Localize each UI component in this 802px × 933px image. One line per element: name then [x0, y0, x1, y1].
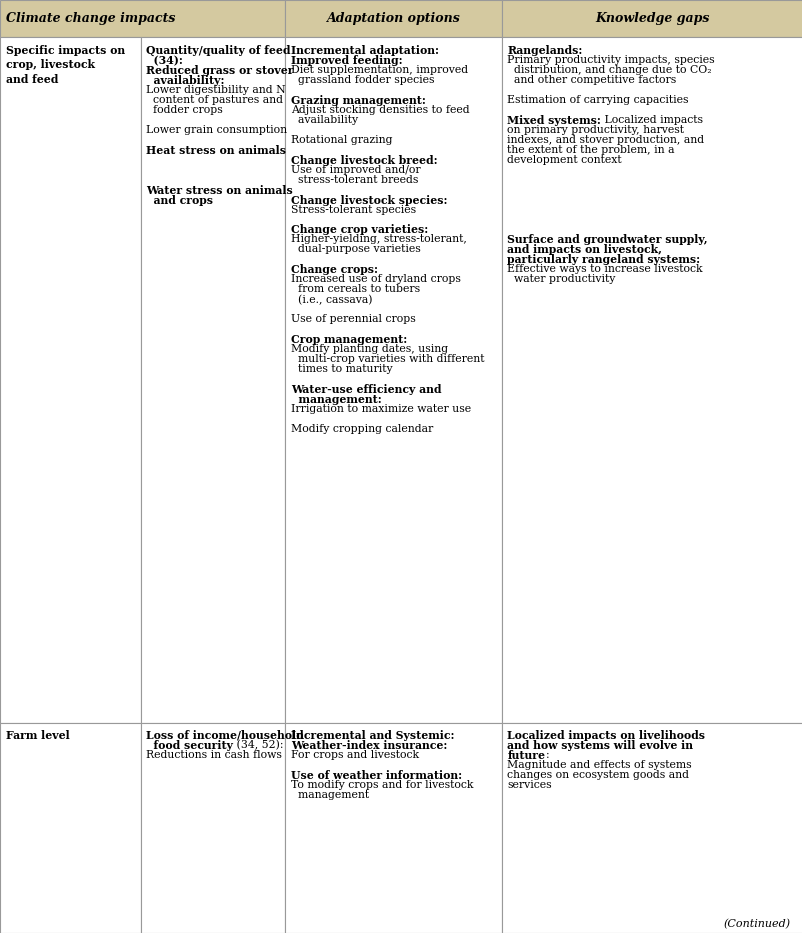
Text: Use of improved and/or: Use of improved and/or [290, 164, 419, 174]
Text: Adjust stocking densities to feed: Adjust stocking densities to feed [290, 104, 468, 115]
Text: distribution, and change due to CO₂: distribution, and change due to CO₂ [507, 64, 711, 75]
Bar [285, 722, 501, 933]
Text: Weather-index insurance:: Weather-index insurance: [290, 740, 447, 751]
Text: (34):: (34): [146, 55, 183, 65]
Text: food security: food security [146, 740, 233, 751]
Text: Change crop varieties:: Change crop varieties: [290, 225, 427, 235]
Text: and other competitive factors: and other competitive factors [507, 75, 676, 85]
Text: Climate change impacts: Climate change impacts [6, 12, 176, 25]
Text: Lower grain consumption: Lower grain consumption [146, 125, 287, 134]
Text: Heat stress on animals: Heat stress on animals [146, 145, 286, 156]
Text: Increased use of dryland crops: Increased use of dryland crops [290, 274, 460, 285]
Text: changes on ecosystem goods and: changes on ecosystem goods and [507, 770, 689, 780]
Text: :: : [545, 750, 549, 760]
Text: Effective ways to increase livestock: Effective ways to increase livestock [507, 264, 703, 274]
Text: Water stress on animals: Water stress on animals [146, 185, 293, 196]
Text: Improved feeding:: Improved feeding: [290, 55, 402, 65]
Text: Specific impacts on
crop, livestock
and feed: Specific impacts on crop, livestock and … [6, 45, 124, 85]
Text: (34, 52):: (34, 52): [233, 740, 283, 750]
Text: grassland fodder species: grassland fodder species [290, 75, 434, 85]
Text: future: future [507, 750, 545, 761]
Text: Reduced grass or stover: Reduced grass or stover [146, 64, 294, 76]
Text: availability:: availability: [146, 75, 225, 86]
Text: Stress-tolerant species: Stress-tolerant species [290, 204, 415, 215]
Bar [501, 722, 802, 933]
Text: and how systems will evolve in: and how systems will evolve in [507, 740, 693, 751]
Bar [140, 37, 285, 722]
Text: Localized impacts on livelihoods: Localized impacts on livelihoods [507, 730, 705, 741]
Bar [501, 37, 802, 722]
Text: Lower digestibility and N: Lower digestibility and N [146, 85, 286, 95]
Text: and impacts on livestock,: and impacts on livestock, [507, 244, 662, 256]
Bar [0, 37, 140, 722]
Text: Reductions in cash flows: Reductions in cash flows [146, 750, 282, 760]
Text: Magnitude and effects of systems: Magnitude and effects of systems [507, 760, 691, 770]
Bar [0, 722, 140, 933]
Text: Change crops:: Change crops: [290, 264, 377, 275]
Text: management:: management: [290, 395, 381, 405]
Text: Diet supplementation, improved: Diet supplementation, improved [290, 64, 468, 75]
Text: Adaptation options: Adaptation options [326, 12, 460, 25]
Text: Use of weather information:: Use of weather information: [290, 770, 461, 781]
Text: Farm level: Farm level [6, 730, 69, 741]
Text: development context: development context [507, 155, 622, 164]
Text: Mixed systems:: Mixed systems: [507, 115, 601, 126]
Text: Crop management:: Crop management: [290, 334, 407, 345]
Text: Surface and groundwater supply,: Surface and groundwater supply, [507, 234, 707, 245]
Text: management: management [290, 790, 368, 800]
Text: (Continued): (Continued) [723, 919, 790, 929]
Text: content of pastures and: content of pastures and [146, 95, 283, 104]
Text: Incremental adaptation:: Incremental adaptation: [290, 45, 438, 56]
Text: Knowledge gaps: Knowledge gaps [594, 12, 709, 25]
Text: services: services [507, 780, 552, 790]
Bar [285, 37, 501, 722]
Text: Estimation of carrying capacities: Estimation of carrying capacities [507, 95, 688, 104]
Text: times to maturity: times to maturity [290, 364, 392, 374]
Text: from cereals to tubers: from cereals to tubers [290, 285, 419, 295]
Text: Rotational grazing: Rotational grazing [290, 134, 391, 145]
Text: Localized impacts: Localized impacts [601, 115, 703, 125]
Text: Rangelands:: Rangelands: [507, 45, 582, 56]
Text: Incremental and Systemic:: Incremental and Systemic: [290, 730, 454, 741]
Bar [0, 0, 285, 37]
Text: stress-tolerant breeds: stress-tolerant breeds [290, 174, 418, 185]
Text: on primary productivity, harvest: on primary productivity, harvest [507, 125, 683, 134]
Text: (i.e., cassava): (i.e., cassava) [290, 295, 371, 305]
Text: the extent of the problem, in a: the extent of the problem, in a [507, 145, 674, 155]
Text: Loss of income/household: Loss of income/household [146, 730, 303, 741]
Text: fodder crops: fodder crops [146, 104, 223, 115]
Bar [285, 0, 501, 37]
Text: Change livestock breed:: Change livestock breed: [290, 155, 437, 166]
Text: indexes, and stover production, and: indexes, and stover production, and [507, 134, 703, 145]
Text: availability: availability [290, 115, 358, 125]
Text: Modify planting dates, using: Modify planting dates, using [290, 344, 448, 355]
Text: To modify crops and for livestock: To modify crops and for livestock [290, 780, 472, 790]
Text: Higher-yielding, stress-tolerant,: Higher-yielding, stress-tolerant, [290, 234, 466, 244]
Bar [501, 0, 802, 37]
Text: Change livestock species:: Change livestock species: [290, 195, 447, 205]
Text: Grazing management:: Grazing management: [290, 95, 425, 105]
Text: particularly rangeland systems:: particularly rangeland systems: [507, 255, 700, 266]
Text: Irrigation to maximize water use: Irrigation to maximize water use [290, 404, 470, 414]
Text: Primary productivity impacts, species: Primary productivity impacts, species [507, 55, 715, 64]
Text: Quantity/quality of feed: Quantity/quality of feed [146, 45, 290, 56]
Text: water productivity: water productivity [507, 274, 615, 285]
Text: multi-crop varieties with different: multi-crop varieties with different [290, 355, 484, 364]
Text: and crops: and crops [146, 195, 213, 205]
Text: dual-purpose varieties: dual-purpose varieties [290, 244, 420, 255]
Text: Use of perennial crops: Use of perennial crops [290, 314, 415, 325]
Text: For crops and livestock: For crops and livestock [290, 750, 419, 760]
Bar [140, 722, 285, 933]
Text: Modify cropping calendar: Modify cropping calendar [290, 425, 432, 434]
Text: Water-use efficiency and: Water-use efficiency and [290, 384, 440, 396]
